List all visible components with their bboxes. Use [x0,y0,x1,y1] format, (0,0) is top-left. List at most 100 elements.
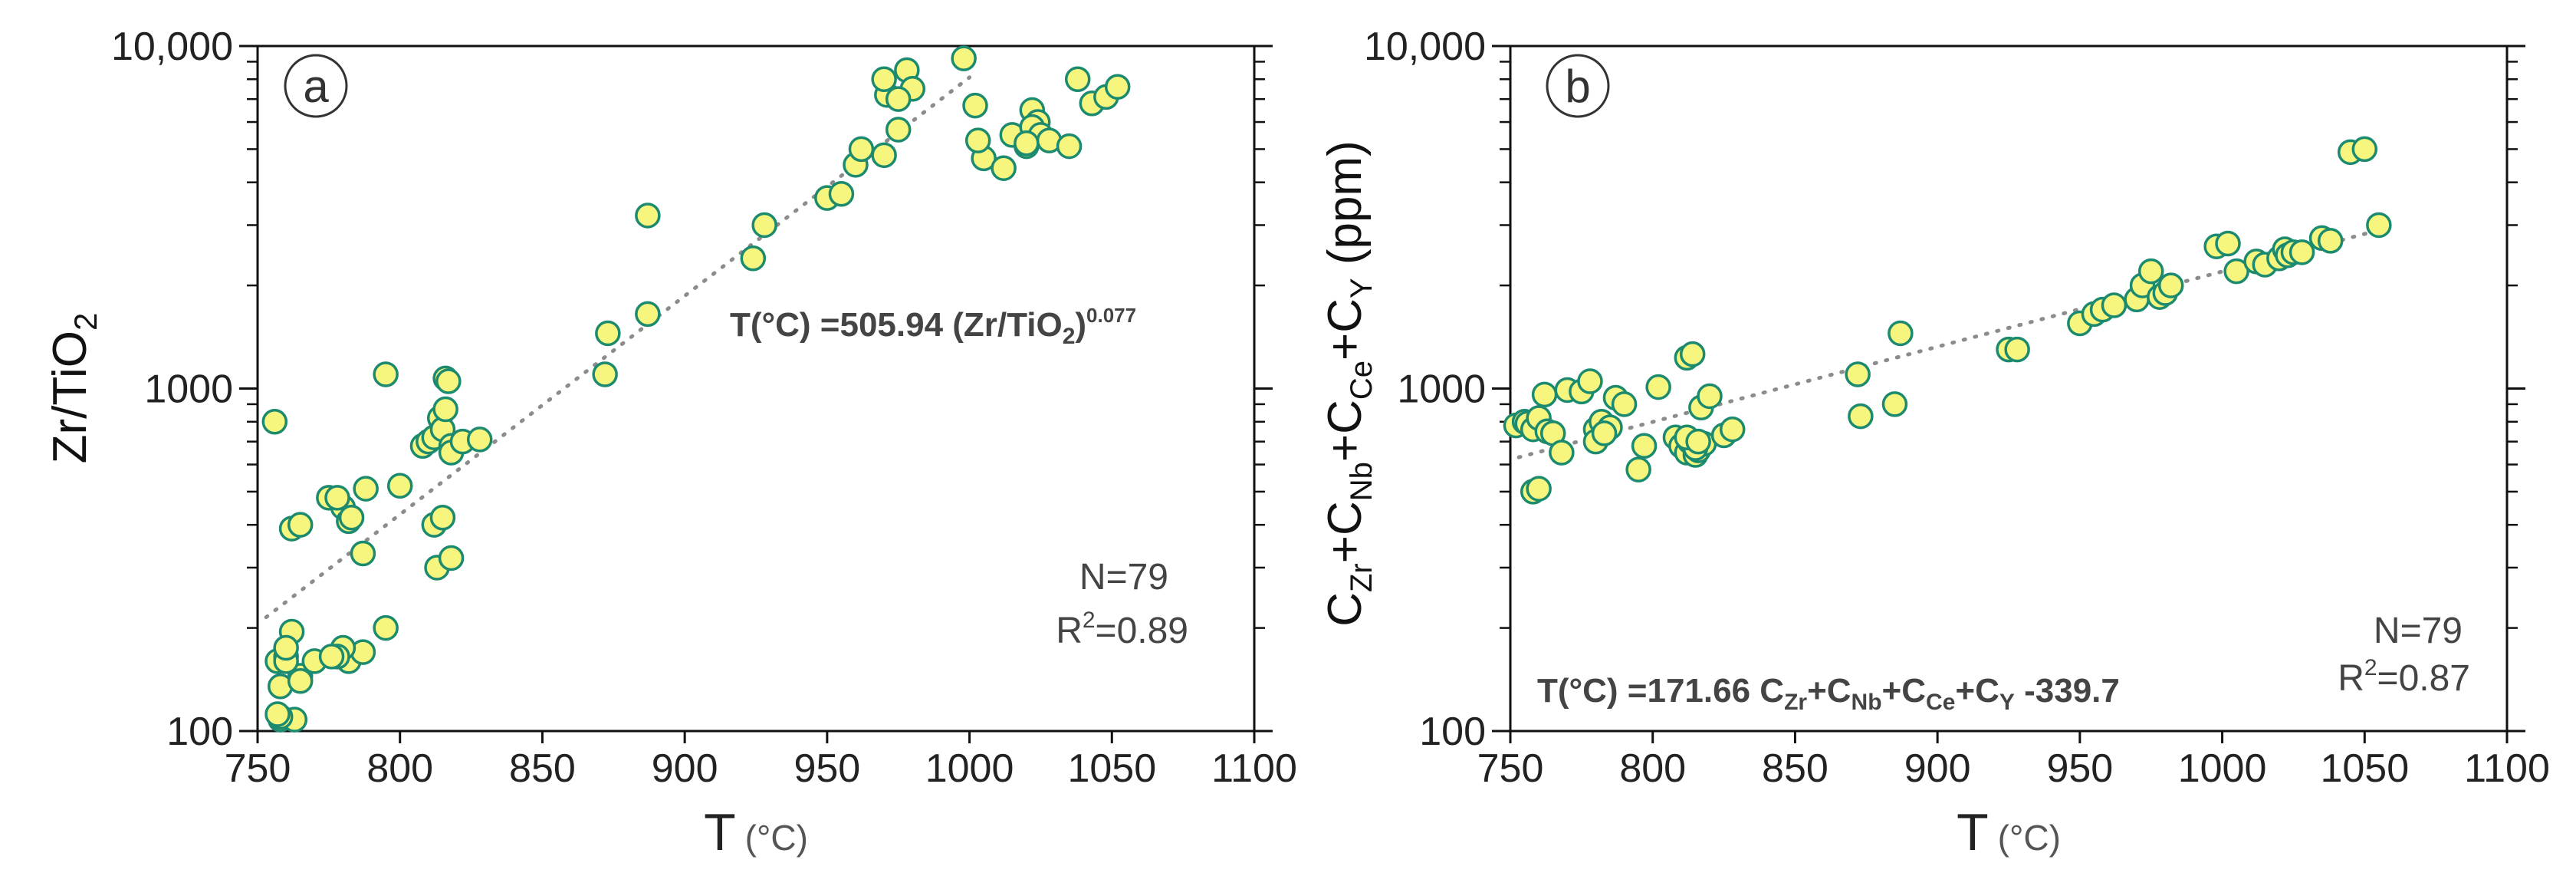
panel-b-x-tick-label: 1000 [2178,746,2267,791]
panel-b-y-tick-label: 1000 [1397,367,1486,412]
panel-b-data-point [2004,336,2030,363]
panel-a-data-point [951,45,977,71]
panel-b-y-tick-label: 100 [1419,710,1486,754]
panel-a-data-point [848,136,875,163]
panel-a-letter: a [303,61,329,112]
panel-b-data-point [2101,292,2128,318]
panel-a-data-point [386,473,413,499]
panel-b-data-point [1719,416,1746,443]
panel-a-data-point [435,368,462,394]
panel-b-trendline [1516,228,2381,459]
panel-a-data-point [1104,74,1131,100]
panel-b-data-point [1848,403,1874,430]
panel-a-data-point [964,127,991,153]
panel-b-data-point [1845,361,1871,387]
panel-b-data-point [2137,258,2164,285]
panel-a-data-point [751,212,777,239]
panel-a-x-tick-label: 1100 [1211,746,1297,791]
panel-a-n-label: N=79 [1079,557,1168,598]
panel-a-data-point [287,668,314,694]
panel-a-ticks [239,44,1273,743]
panel-b-data-point [2351,136,2378,163]
panel-a-data-point [592,361,618,387]
panel-a-data-point [429,504,456,531]
panel-b-data-point [1685,428,1711,455]
panel-a-x-tick-label: 750 [225,746,291,791]
panel-b-data-point [1631,433,1658,459]
panel-a-data-point [287,512,314,538]
panel-b-letter-badge: b [1546,54,1610,118]
panel-b-regression-equation: T(°C) =171.66 CZr+CNb+CCe+CY -339.7 [1537,672,2120,715]
panel-b-data-point [1645,374,1671,400]
panel-a-data-point [740,245,767,272]
panel-b-data-point [1697,383,1723,410]
panel-b-data-point [1611,391,1638,417]
panel-b-r2-label: R2=0.87 [2338,655,2470,699]
panel-a-x-tick-label: 950 [794,746,860,791]
panel-b-y-axis-label: CZr+CNb+CCe+CY (ppm) [1319,140,1378,627]
panel-b-n-label: N=79 [2374,611,2463,651]
panel-a-data-point [1064,66,1091,93]
panel-a-data-point [871,142,897,169]
panel-a-points [261,45,1131,733]
panel-b-data-point [2288,239,2315,265]
panel-b-y-tick-label: 10,000 [1364,25,1486,69]
panel-a-data-point [466,427,493,453]
panel-a-data-point [871,66,897,93]
panel-a-data-point [885,117,912,143]
panel-b-data-point [1888,320,1914,347]
panel-a-data-point [595,320,621,347]
panel-a-tick-labels: 750 800 850 900 950 1000 1050 1100 100 1000 10,000 [111,25,1297,791]
panel-a-data-point [991,155,1017,181]
panel-b-x-axis-label: T (°C) [1957,803,2061,861]
panel-a-data-point [635,203,661,229]
panel-b-x-tick-label: 750 [1477,746,1544,791]
panel-a-x-tick-label: 900 [652,746,718,791]
panel-a-x-axis-label: T (°C) [704,803,808,861]
panel-a-x-tick-label: 800 [366,746,433,791]
panel-b-data-point [2366,212,2392,239]
panel-b-data-point [2223,258,2249,285]
panel-a-x-tick-label: 1050 [1067,746,1156,791]
panel-b-chart: 750 800 850 900 950 1000 1050 1100 100 1000 10,000… [1319,25,2550,861]
panel-b-data-point [1531,381,1558,408]
panel-b-x-tick-label: 950 [2046,746,2113,791]
panel-a-data-point [885,86,912,112]
panel-b-data-point [1526,476,1552,502]
panel-a-data-point [438,545,465,571]
panel-a-data-point [324,485,350,511]
panel-b-data-point [1577,368,1603,394]
panel-b-ticks [1492,44,2525,743]
panel-b-data-point [1881,391,1908,417]
panel-a-r2-label: R2=0.89 [1056,608,1188,651]
panel-a-data-point [353,476,379,502]
panel-b-data-point [1679,341,1706,367]
panel-a-data-point [373,614,399,641]
panel-a-chart: 750 800 850 900 950 1000 1050 1100 100 1000 10,000… [44,25,1297,861]
panel-b-points [1503,136,2392,505]
panel-b-data-point [1549,440,1575,466]
panel-b-data-point [1591,420,1618,446]
panel-a-data-point [338,504,365,531]
panel-b-tick-labels: 750 800 850 900 950 1000 1050 1100 100 1000 10,000 [1364,25,2550,791]
panel-b-data-point [2157,272,2184,298]
panel-a-x-tick-label: 850 [509,746,576,791]
panel-a-data-point [828,181,855,207]
panel-b-data-point [2215,230,2241,257]
panel-a-data-point [635,301,661,328]
panel-a-x-tick-label: 1000 [925,746,1014,791]
panel-a-data-point [1056,133,1083,160]
panel-b-x-tick-label: 800 [1619,746,1686,791]
panel-a-data-point [273,634,299,661]
panel-a-y-tick-label: 10,000 [111,25,233,69]
panel-a-regression-equation: T(°C) =505.94 (Zr/TiO2)0.077 [730,304,1136,349]
panel-a-data-point [432,396,458,423]
panel-a-y-axis-label: Zr/TiO2 [44,313,104,464]
panel-a-y-tick-label: 1000 [144,367,233,412]
panel-a-data-point [373,361,399,387]
panel-a-y-tick-label: 100 [166,710,233,754]
panel-b-data-point [1625,456,1651,483]
panel-a-data-point [264,701,291,727]
panel-b-x-tick-label: 900 [1904,746,1971,791]
